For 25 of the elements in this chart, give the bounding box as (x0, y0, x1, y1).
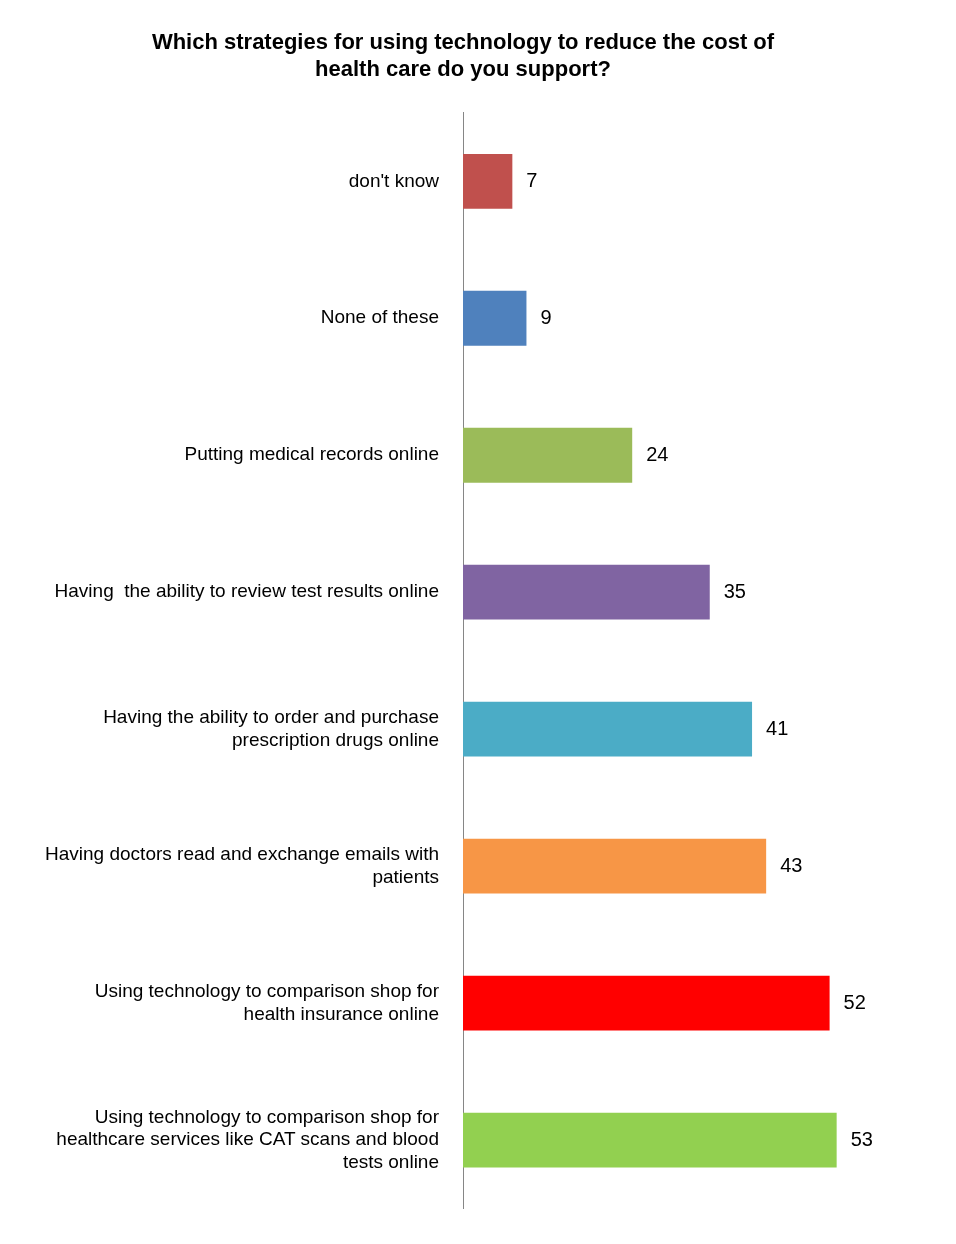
data-label: 53 (850, 1127, 873, 1150)
y-tick-label: Having doctors read and exchange emails with patients (45, 843, 439, 887)
y-tick-label: None of these (320, 306, 439, 328)
y-tick-label: Using technology to comparison shop for healthcare services like CAT scans and blood tests online (56, 1105, 440, 1173)
data-label: 43 (780, 853, 803, 876)
y-tick-label: Having the ability to order and purchase prescription drugs online (103, 706, 439, 750)
bar (463, 838, 767, 894)
y-tick-label: don't know (348, 169, 440, 191)
bar (463, 564, 710, 620)
y-tick-label: Using technology to comparison shop for health insurance online (94, 979, 440, 1024)
bar (463, 701, 753, 757)
chart-title: Which strategies for using technology to reduce the cost of health care do you support? (151, 29, 775, 81)
data-label: 24 (646, 442, 669, 465)
bar (463, 975, 830, 1031)
data-label: 52 (843, 990, 866, 1013)
data-label: 41 (766, 716, 789, 739)
data-label: 9 (540, 305, 552, 328)
bar (463, 153, 513, 209)
data-label: 7 (526, 168, 538, 191)
y-tick-label: Putting medical records online (184, 443, 439, 465)
y-tick-label: Having the ability to review test results online (54, 580, 439, 602)
data-label: 35 (723, 579, 746, 602)
bar (463, 290, 527, 346)
bar (463, 1112, 837, 1168)
bar (463, 427, 633, 483)
